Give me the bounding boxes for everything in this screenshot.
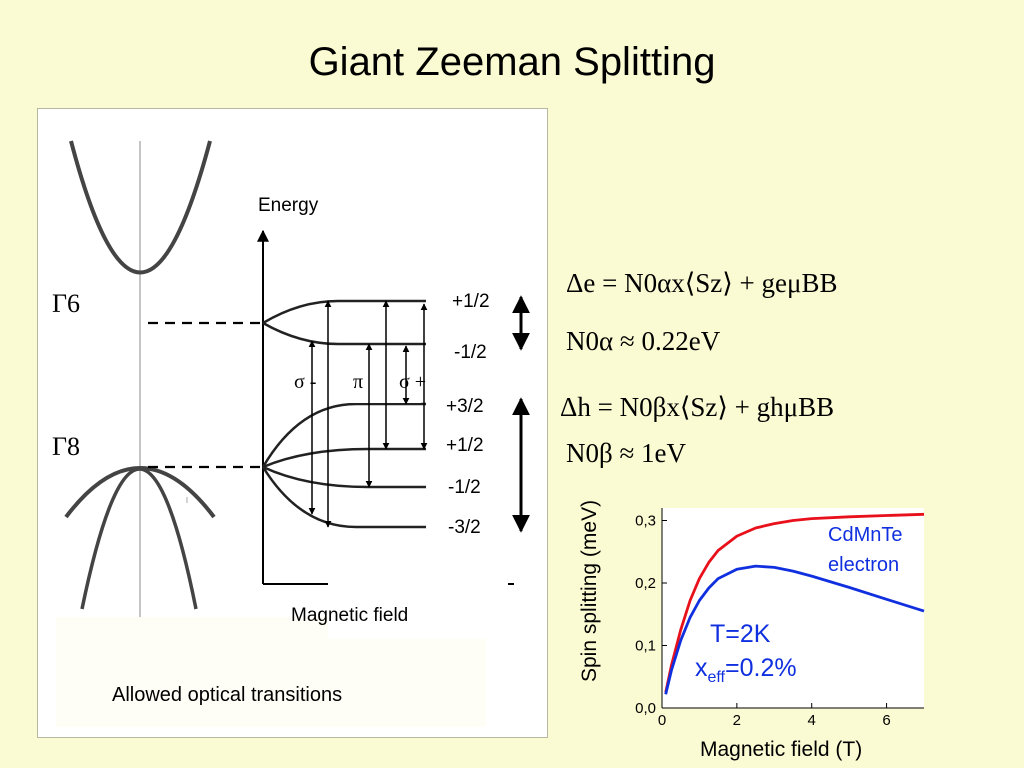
alpha-exchange-value: N0α ≈ 0.22eV [566,326,721,356]
y-tick-label: 0,0 [635,700,656,717]
y-tick-label: 0,1 [635,638,656,655]
level-label: -3/2 [448,517,481,538]
level-label: +1/2 [446,435,484,456]
x-tick-label: 2 [733,712,741,729]
x-tick-label: 4 [808,712,816,729]
chart-x-axis-label: Magnetic field (T) [700,738,863,761]
electron-splitting-equation: Δe = N0αx⟨Sz⟩ + geμBB [566,268,838,298]
chart-y-axis-label: Spin splitting (meV) [578,499,601,682]
light-hole-band-curve [80,467,198,610]
level-label: +1/2 [452,291,490,312]
beta-exchange-value: N0β ≈ 1eV [566,438,687,468]
gamma6-label: Γ6 [52,289,81,318]
level-cb-plus-half [262,299,426,325]
level-label: -1/2 [448,477,481,498]
y-tick-label: 0,3 [635,513,656,530]
band-diagram-panel: Γ6 Γ8 Energy Magnetic field +1/2 -1/2 +3… [37,108,548,738]
chart-annotation: electron [828,554,900,576]
diagram-caption: Allowed optical transitions [112,684,343,706]
level-label: +3/2 [446,396,484,417]
hole-splitting-equation: Δh = N0βx⟨Sz⟩ + ghμBB [560,392,835,422]
gamma8-label: Γ8 [52,432,81,461]
level-vb-plus-1-2 [262,447,426,469]
series-line-0 [664,512,925,693]
chart-annotation: CdMnTe [828,524,903,546]
energy-axis-label: Energy [258,195,319,216]
level-cb-minus-half [262,321,426,346]
x-tick-label: 6 [882,712,890,729]
page-title: Giant Zeeman Splitting [308,40,716,84]
polarization-label: σ + [399,371,427,393]
level-vb-minus-1-2 [262,465,426,489]
x-tick-label: 0 [658,712,666,729]
chart-svg: 0 2 4 6 0,0 0,1 0,2 0,3 [635,508,925,729]
y-tick-label: 0,2 [635,575,656,592]
polarization-label: π [353,371,364,393]
field-axis-label: Magnetic field [291,605,409,626]
series-line-1 [664,564,925,695]
chart-annotation: xeff=0.2% [695,654,797,686]
band-diagram [56,140,530,727]
conduction-band-curve [69,140,212,275]
polarization-label: σ - [294,371,317,393]
spin-splitting-chart: 0 2 4 6 0,0 0,1 0,2 0,3 Spin splitting (meV) Ma… [558,492,998,768]
plot-area [662,508,924,708]
level-label: -1/2 [454,342,487,363]
chart-annotation: T=2K [710,620,771,648]
